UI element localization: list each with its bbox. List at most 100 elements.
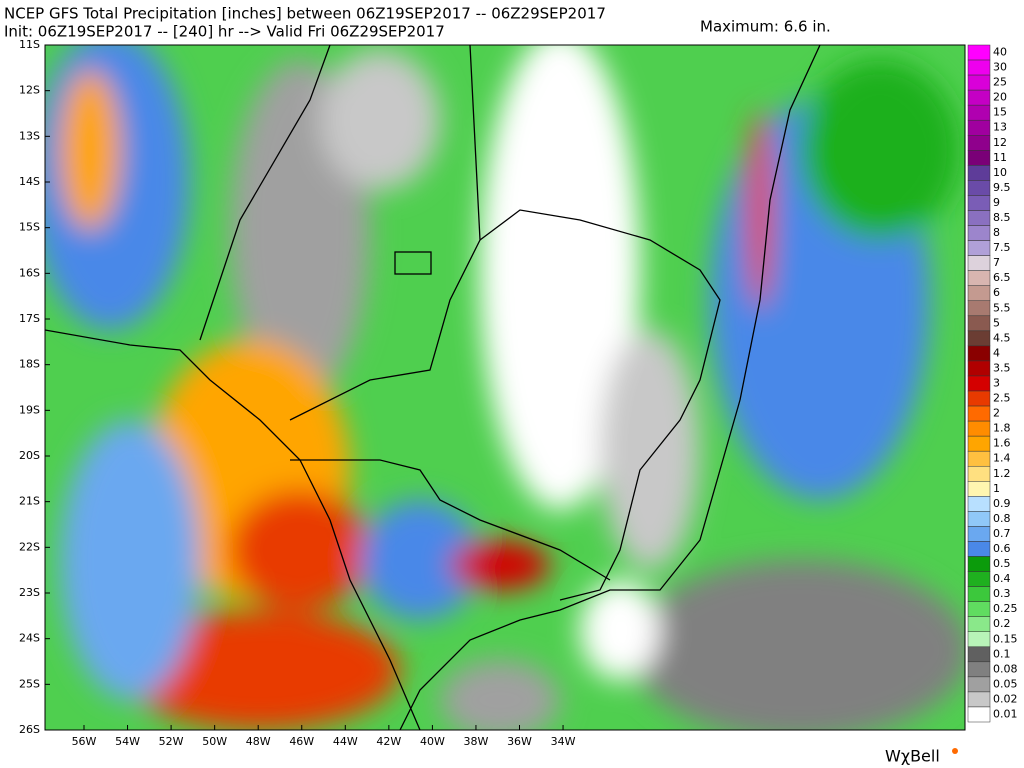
- colorbar-swatch: [967, 270, 991, 286]
- colorbar-swatch: [967, 450, 991, 467]
- colorbar-label: 25: [993, 76, 1007, 89]
- latitude-label: 21S: [19, 495, 40, 508]
- colorbar-swatch: [967, 89, 991, 106]
- colorbar-swatch: [967, 165, 991, 181]
- latitude-label: 12S: [19, 84, 40, 97]
- colorbar-swatch: [967, 210, 991, 226]
- longitude-label: 38W: [464, 735, 489, 748]
- colorbar-swatch: [967, 496, 991, 512]
- latitude-label: 14S: [19, 175, 40, 188]
- map-frame: [44, 44, 966, 731]
- logo: WχBell: [885, 747, 940, 766]
- colorbar-swatch: [967, 556, 991, 572]
- colorbar-swatch: [967, 706, 991, 723]
- colorbar-label: 8: [993, 226, 1000, 239]
- colorbar-swatch: [967, 586, 991, 602]
- colorbar-label: 4: [993, 346, 1000, 359]
- colorbar-swatch: [967, 541, 991, 557]
- colorbar-label: 3.5: [993, 361, 1011, 374]
- colorbar-swatch: [967, 345, 991, 362]
- colorbar-label: 7: [993, 256, 1000, 269]
- colorbar-swatch: [967, 225, 991, 241]
- longitude-label: 34W: [551, 735, 576, 748]
- colorbar-swatch: [967, 616, 991, 632]
- colorbar-label: 1.8: [993, 422, 1011, 435]
- colorbar-label: 2.5: [993, 392, 1011, 405]
- colorbar-swatch: [967, 255, 991, 271]
- colorbar-label: 1: [993, 482, 1000, 495]
- colorbar-swatch: [967, 195, 991, 211]
- colorbar-label: 0.2: [993, 617, 1011, 630]
- colorbar-swatch: [967, 601, 991, 617]
- colorbar-swatch: [967, 74, 991, 91]
- colorbar-label: 11: [993, 151, 1007, 164]
- colorbar-swatch: [967, 285, 991, 302]
- colorbar-swatch: [967, 405, 991, 422]
- colorbar-label: 0.08: [993, 662, 1018, 675]
- colorbar-label: 15: [993, 106, 1007, 119]
- colorbar-label: 30: [993, 61, 1007, 74]
- colorbar-swatch: [967, 240, 991, 256]
- colorbar-label: 0.9: [993, 497, 1011, 510]
- colorbar-label: 0.15: [993, 632, 1018, 645]
- colorbar-swatch: [967, 390, 991, 407]
- colorbar-swatch: [967, 646, 991, 663]
- colorbar-swatch: [967, 465, 991, 482]
- colorbar-label: 40: [993, 46, 1007, 59]
- latitude-label: 15S: [19, 221, 40, 234]
- colorbar-label: 4.5: [993, 331, 1011, 344]
- longitude-label: 40W: [420, 735, 445, 748]
- latitude-label: 20S: [19, 449, 40, 462]
- colorbar-label: 9: [993, 196, 1000, 209]
- latitude-label: 25S: [19, 677, 40, 690]
- colorbar-label: 8.5: [993, 211, 1011, 224]
- colorbar-swatch: [967, 526, 991, 542]
- latitude-label: 22S: [19, 540, 40, 553]
- title: NCEP GFS Total Precipitation [inches] be…: [4, 5, 606, 23]
- colorbar-swatch: [967, 360, 991, 377]
- longitude-label: 44W: [333, 735, 358, 748]
- colorbar-swatch: [967, 375, 991, 392]
- precip-field: [45, 45, 965, 730]
- longitude-label: 48W: [246, 735, 271, 748]
- colorbar-swatch: [967, 119, 991, 136]
- latitude-label: 17S: [19, 312, 40, 325]
- colorbar-label: 5.5: [993, 301, 1011, 314]
- colorbar-label: 0.5: [993, 557, 1011, 570]
- colorbar-label: 12: [993, 136, 1007, 149]
- colorbar-swatch: [967, 435, 991, 452]
- colorbar-swatch: [967, 691, 991, 708]
- colorbar-label: 0.7: [993, 527, 1011, 540]
- colorbar-swatch: [967, 571, 991, 587]
- colorbar-label: 9.5: [993, 181, 1011, 194]
- colorbar-swatch: [967, 511, 991, 527]
- colorbar-label: 0.1: [993, 647, 1011, 660]
- longitude-label: 36W: [507, 735, 532, 748]
- maximum: Maximum: 6.6 in.: [700, 18, 831, 36]
- colorbar-label: 6.5: [993, 271, 1011, 284]
- latitude-label: 19S: [19, 403, 40, 416]
- colorbar-swatch: [967, 135, 991, 151]
- colorbar-label: 2: [993, 407, 1000, 420]
- colorbar-label: 1.4: [993, 452, 1011, 465]
- colorbar-swatch: [967, 661, 991, 678]
- colorbar-swatch: [967, 44, 991, 61]
- colorbar-swatch: [967, 150, 991, 166]
- colorbar-swatch: [967, 631, 991, 648]
- latitude-label: 23S: [19, 586, 40, 599]
- colorbar-swatch: [967, 676, 991, 693]
- colorbar-label: 3: [993, 377, 1000, 390]
- colorbar-label: 13: [993, 121, 1007, 134]
- longitude-label: 54W: [115, 735, 140, 748]
- colorbar-swatch: [967, 59, 991, 76]
- logo-dot: [952, 748, 958, 754]
- colorbar-label: 0.8: [993, 512, 1011, 525]
- colorbar-swatch: [967, 330, 991, 347]
- colorbar-label: 5: [993, 316, 1000, 329]
- longitude-label: 50W: [202, 735, 227, 748]
- colorbar-swatch: [967, 104, 991, 121]
- colorbar-swatch: [967, 180, 991, 196]
- colorbar-label: 10: [993, 166, 1007, 179]
- colorbar-label: 0.25: [993, 602, 1018, 615]
